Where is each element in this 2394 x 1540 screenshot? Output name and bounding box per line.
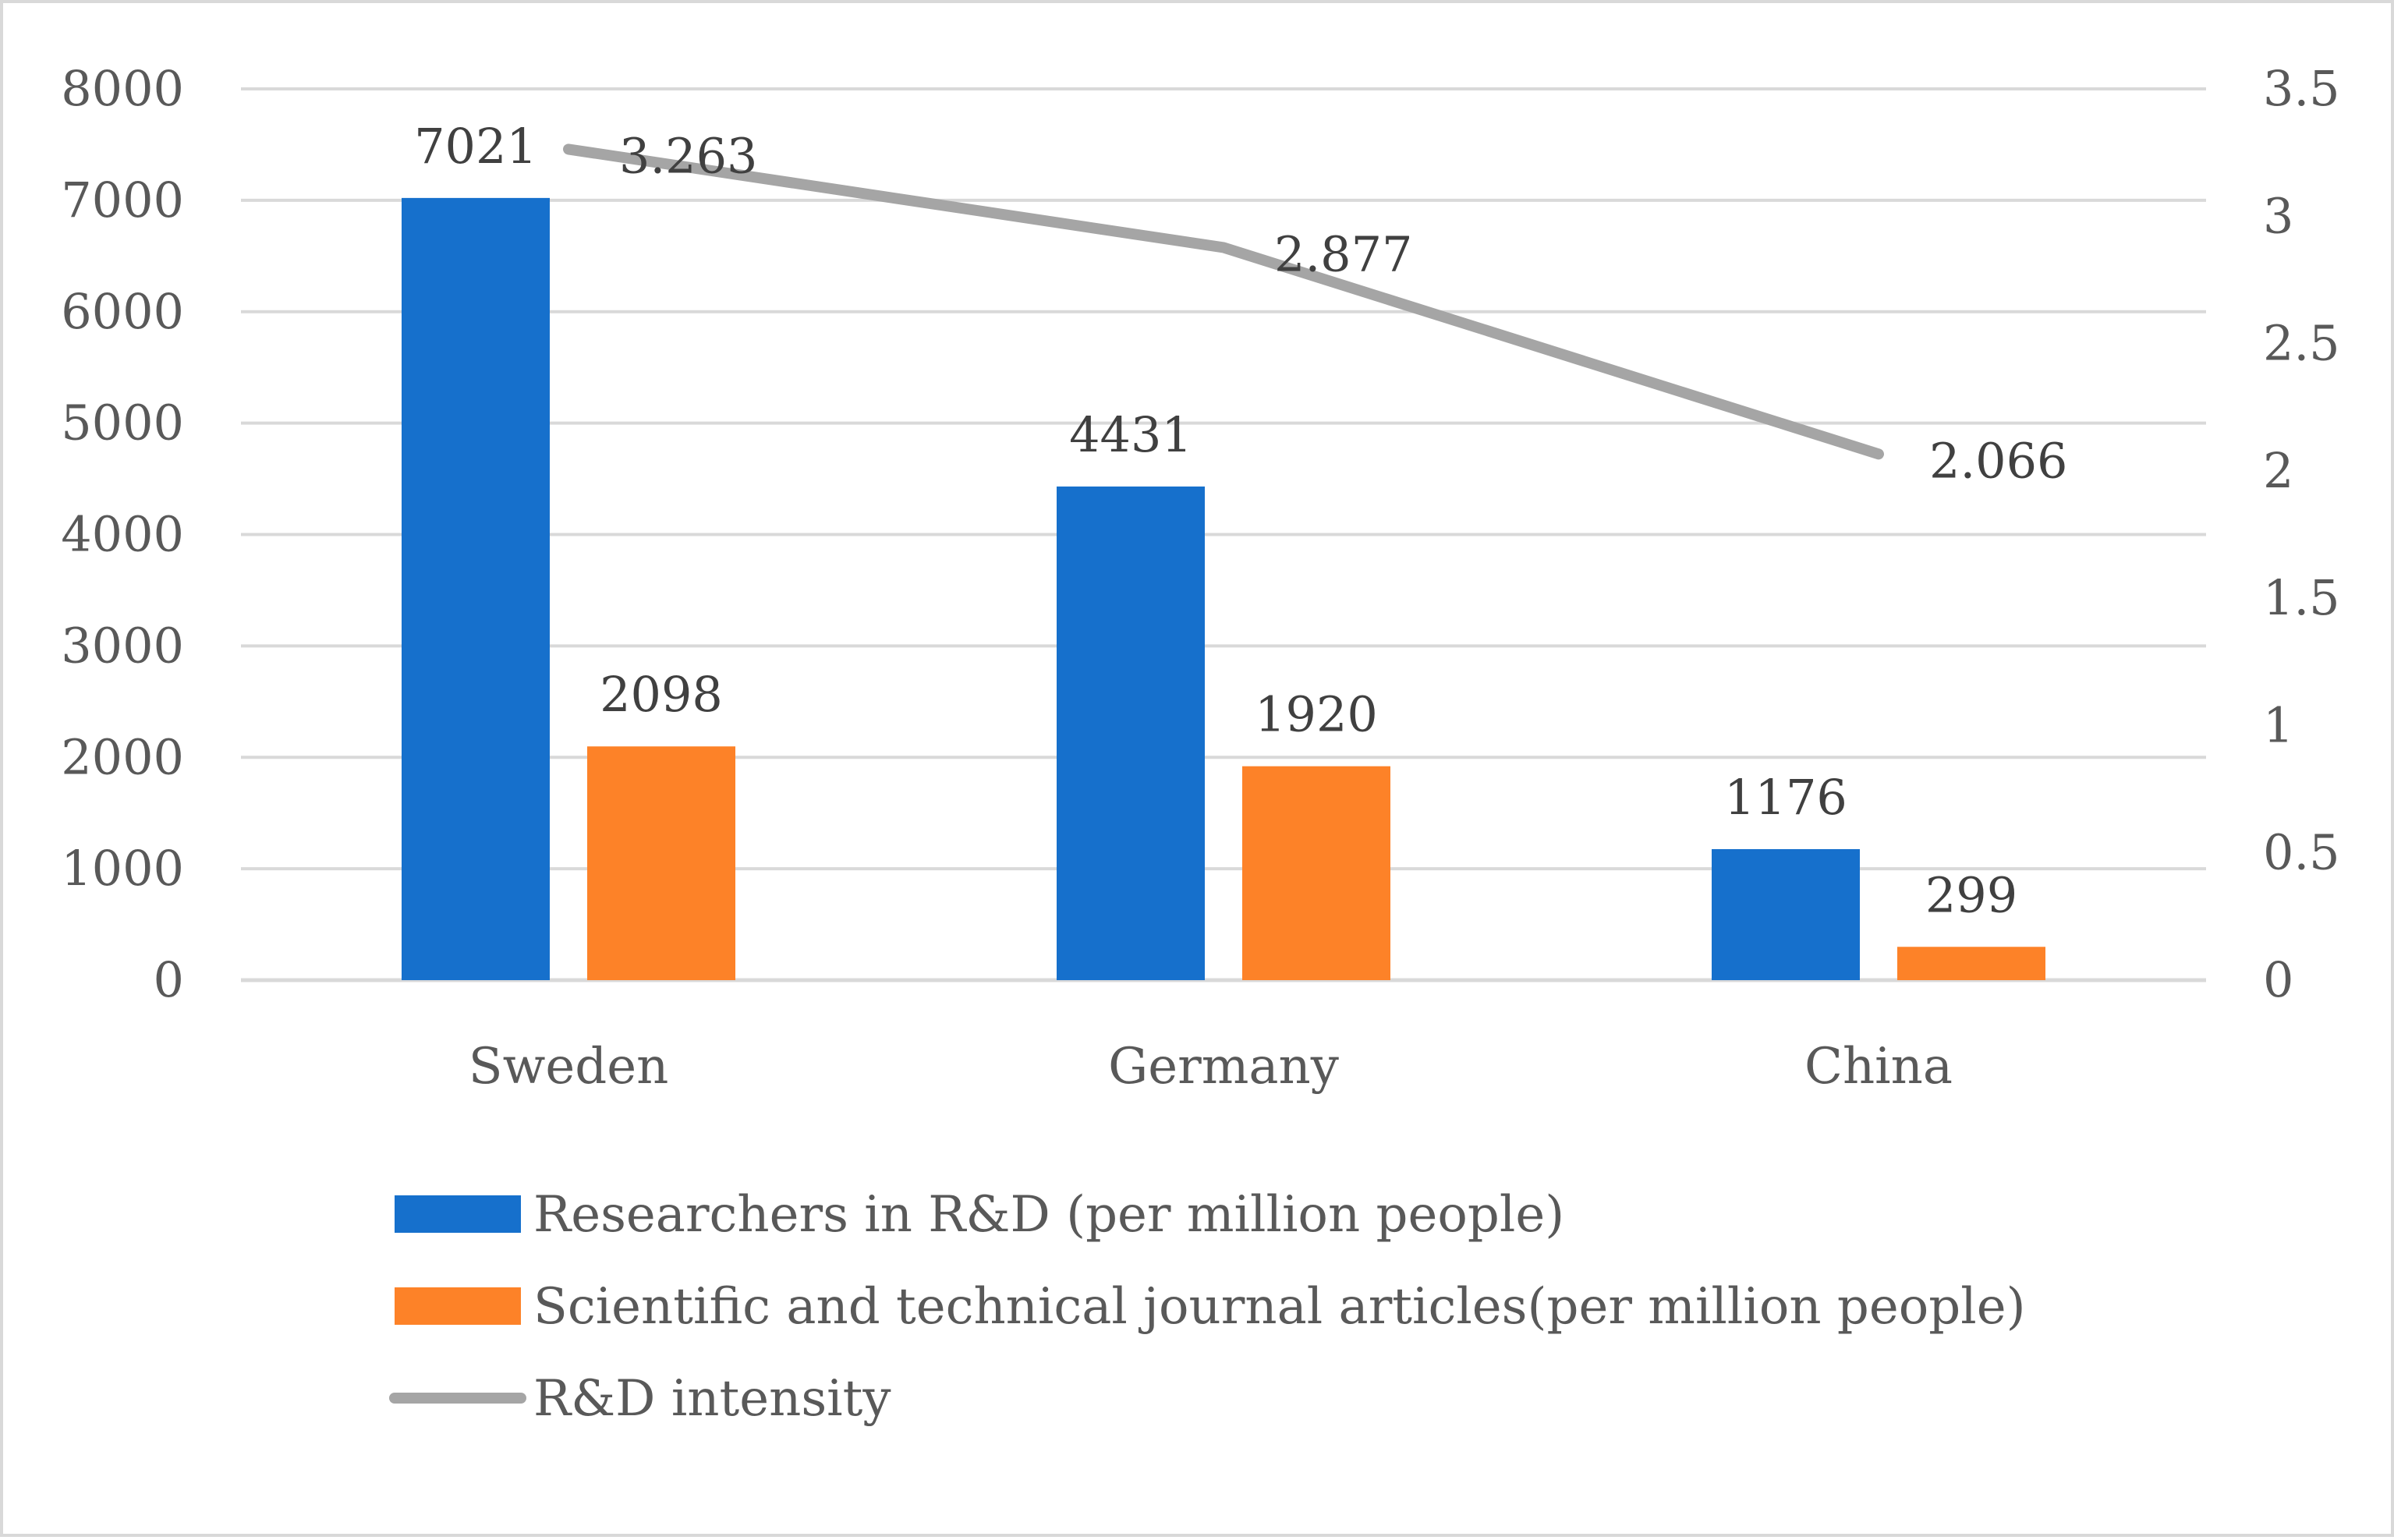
right-tick-0.5: 0.5 — [2263, 824, 2340, 881]
data-label-intensity-sweden: 3.263 — [619, 127, 758, 184]
right-axis-ticks: 0 0.5 1 1.5 2 2.5 3 3.5 — [2263, 60, 2340, 1008]
right-tick-0: 0 — [2263, 951, 2293, 1008]
legend-label-researchers: Researchers in R&D (per million people) — [533, 1186, 1564, 1244]
legend-label-articles: Scientific and technical journal article… — [533, 1278, 2026, 1336]
right-tick-2: 2 — [2263, 442, 2293, 499]
legend: Researchers in R&D (per million people) S… — [389, 1186, 2026, 1428]
category-label-china: China — [1804, 1038, 1953, 1096]
left-tick-8000: 8000 — [61, 60, 184, 117]
legend-swatch-articles — [395, 1287, 521, 1325]
data-label-articles-sweden: 2098 — [600, 666, 723, 723]
bar-articles-germany — [1242, 766, 1390, 980]
left-tick-5000: 5000 — [61, 395, 184, 451]
left-tick-1000: 1000 — [61, 840, 184, 897]
category-labels: Sweden Germany China — [469, 1038, 1953, 1096]
line-point-sweden — [566, 147, 571, 152]
category-label-sweden: Sweden — [469, 1038, 669, 1096]
category-label-germany: Germany — [1108, 1038, 1339, 1096]
right-tick-2.5: 2.5 — [2263, 315, 2340, 372]
bar-researchers-china — [1712, 848, 1860, 980]
left-tick-7000: 7000 — [61, 172, 184, 228]
line-point-china — [1876, 451, 1881, 457]
line-series — [563, 143, 1884, 460]
data-label-researchers-china: 1176 — [1724, 769, 1847, 826]
left-axis-ticks: 0 1000 2000 3000 4000 5000 6000 7000 8000 — [61, 60, 184, 1008]
left-tick-4000: 4000 — [61, 506, 184, 563]
right-tick-1.5: 1.5 — [2263, 569, 2340, 626]
bar-series — [402, 197, 2045, 980]
right-tick-3.5: 3.5 — [2263, 60, 2340, 117]
line-point-germany — [1221, 245, 1226, 250]
right-tick-1: 1 — [2263, 696, 2293, 753]
data-label-intensity-germany: 2.877 — [1274, 225, 1413, 282]
bar-researchers-sweden — [402, 197, 550, 980]
legend-label-intensity: R&D intensity — [533, 1370, 891, 1428]
legend-swatch-researchers — [395, 1195, 521, 1233]
line-rd-intensity — [563, 143, 1884, 460]
data-label-articles-germany: 1920 — [1255, 686, 1378, 743]
bar-researchers-germany — [1057, 486, 1205, 980]
left-tick-0: 0 — [154, 951, 184, 1008]
data-labels: 7021 2098 4431 1920 1176 299 3.263 2.877 2.066 — [414, 118, 2067, 923]
bar-articles-sweden — [587, 746, 735, 980]
right-tick-3: 3 — [2263, 187, 2293, 244]
grid-lines — [241, 87, 2206, 982]
data-label-researchers-sweden: 7021 — [414, 118, 537, 175]
left-tick-3000: 3000 — [61, 617, 184, 674]
data-label-intensity-china: 2.066 — [1929, 432, 2068, 489]
bar-articles-china — [1897, 947, 2045, 980]
left-tick-6000: 6000 — [61, 283, 184, 340]
data-label-articles-china: 299 — [1925, 866, 2017, 923]
left-tick-2000: 2000 — [61, 728, 184, 785]
data-label-researchers-germany: 4431 — [1069, 406, 1192, 463]
